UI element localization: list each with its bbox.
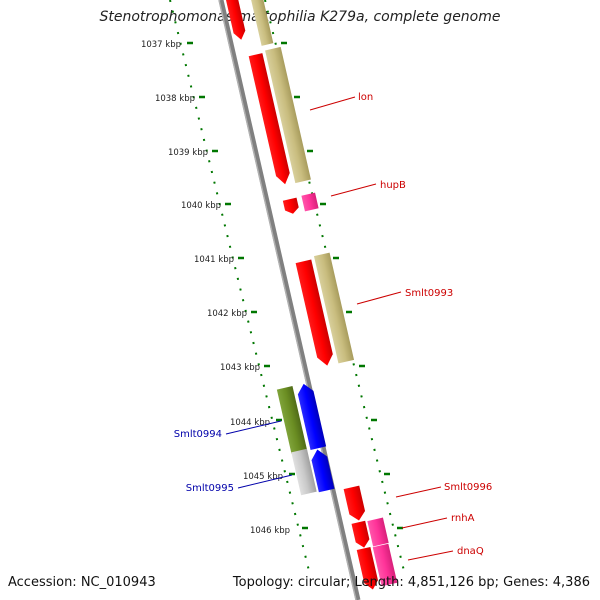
gene-label-Smlt0995[interactable]: Smlt0995 bbox=[186, 483, 234, 494]
gene-label-Smlt0993[interactable]: Smlt0993 bbox=[405, 288, 453, 299]
gene-arrow-Smlt0993 bbox=[295, 259, 333, 366]
accession-text: Accession: NC_010943 bbox=[8, 575, 156, 590]
genome-summary-text: Topology: circular; Length: 4,851,126 bp… bbox=[232, 575, 590, 590]
backbone bbox=[218, 0, 361, 600]
gene-arrow bbox=[224, 0, 246, 40]
features bbox=[224, 0, 398, 590]
leader-rnhA bbox=[401, 517, 448, 529]
gene-arrow-rnhA bbox=[351, 520, 370, 548]
gene-bar-Smlt0993 bbox=[313, 252, 355, 364]
scale-label: 1046 kbp bbox=[250, 526, 290, 536]
leader-Smlt0996 bbox=[395, 486, 442, 498]
map-title: Stenotrophomonas maltophilia K279a, comp… bbox=[99, 9, 501, 25]
gene-label-Smlt0994[interactable]: Smlt0994 bbox=[174, 429, 222, 440]
gene-label-Smlt0996[interactable]: Smlt0996 bbox=[444, 482, 492, 493]
gene-label-rnhA[interactable]: rnhA bbox=[451, 513, 475, 524]
leader-Smlt0993 bbox=[356, 291, 402, 305]
gene-label-lon[interactable]: lon bbox=[358, 92, 373, 103]
gene-arrow-hupB bbox=[282, 197, 299, 214]
gene-arrow-Smlt0994 bbox=[297, 383, 327, 450]
gene-bar-hupB bbox=[301, 192, 319, 212]
leader-hupB bbox=[330, 183, 377, 197]
gene-arrow-Smlt0996 bbox=[343, 485, 366, 521]
scale-label: 1037 kbp bbox=[141, 40, 181, 50]
gene-label-dnaQ[interactable]: dnaQ bbox=[457, 546, 484, 557]
gene-bar-dnaQ bbox=[372, 543, 398, 587]
scale-label: 1038 kbp bbox=[155, 94, 195, 104]
gene-arrow-Smlt0995 bbox=[311, 449, 335, 493]
scale-label: 1044 kbp bbox=[230, 418, 270, 428]
gene-arrow-dnaQ bbox=[356, 546, 378, 590]
scale-ticks bbox=[187, 41, 308, 530]
gene-label-hupB[interactable]: hupB bbox=[380, 180, 406, 191]
gene-arrow-lon bbox=[248, 53, 290, 185]
scale-label: 1040 kbp bbox=[181, 201, 221, 211]
scale-label: 1039 kbp bbox=[168, 148, 208, 158]
scale-label: 1045 kbp bbox=[243, 472, 283, 482]
leader-Smlt0995 bbox=[237, 474, 293, 489]
outer-ticks bbox=[281, 41, 403, 530]
scale-label: 1043 kbp bbox=[220, 363, 260, 373]
leader-dnaQ bbox=[407, 550, 454, 561]
scale-label: 1041 kbp bbox=[194, 255, 234, 265]
leader-lon bbox=[309, 96, 356, 111]
scale-label: 1042 kbp bbox=[207, 309, 247, 319]
gene-bar-rnhA bbox=[367, 517, 389, 547]
label-leaders bbox=[225, 96, 454, 561]
gene-bar-Smlt0995 bbox=[291, 448, 317, 496]
leader-Smlt0994 bbox=[225, 420, 282, 435]
gene-bar-Smlt0994 bbox=[276, 386, 308, 454]
gene-bar-lon bbox=[265, 46, 311, 184]
gene-bar bbox=[248, 0, 274, 46]
